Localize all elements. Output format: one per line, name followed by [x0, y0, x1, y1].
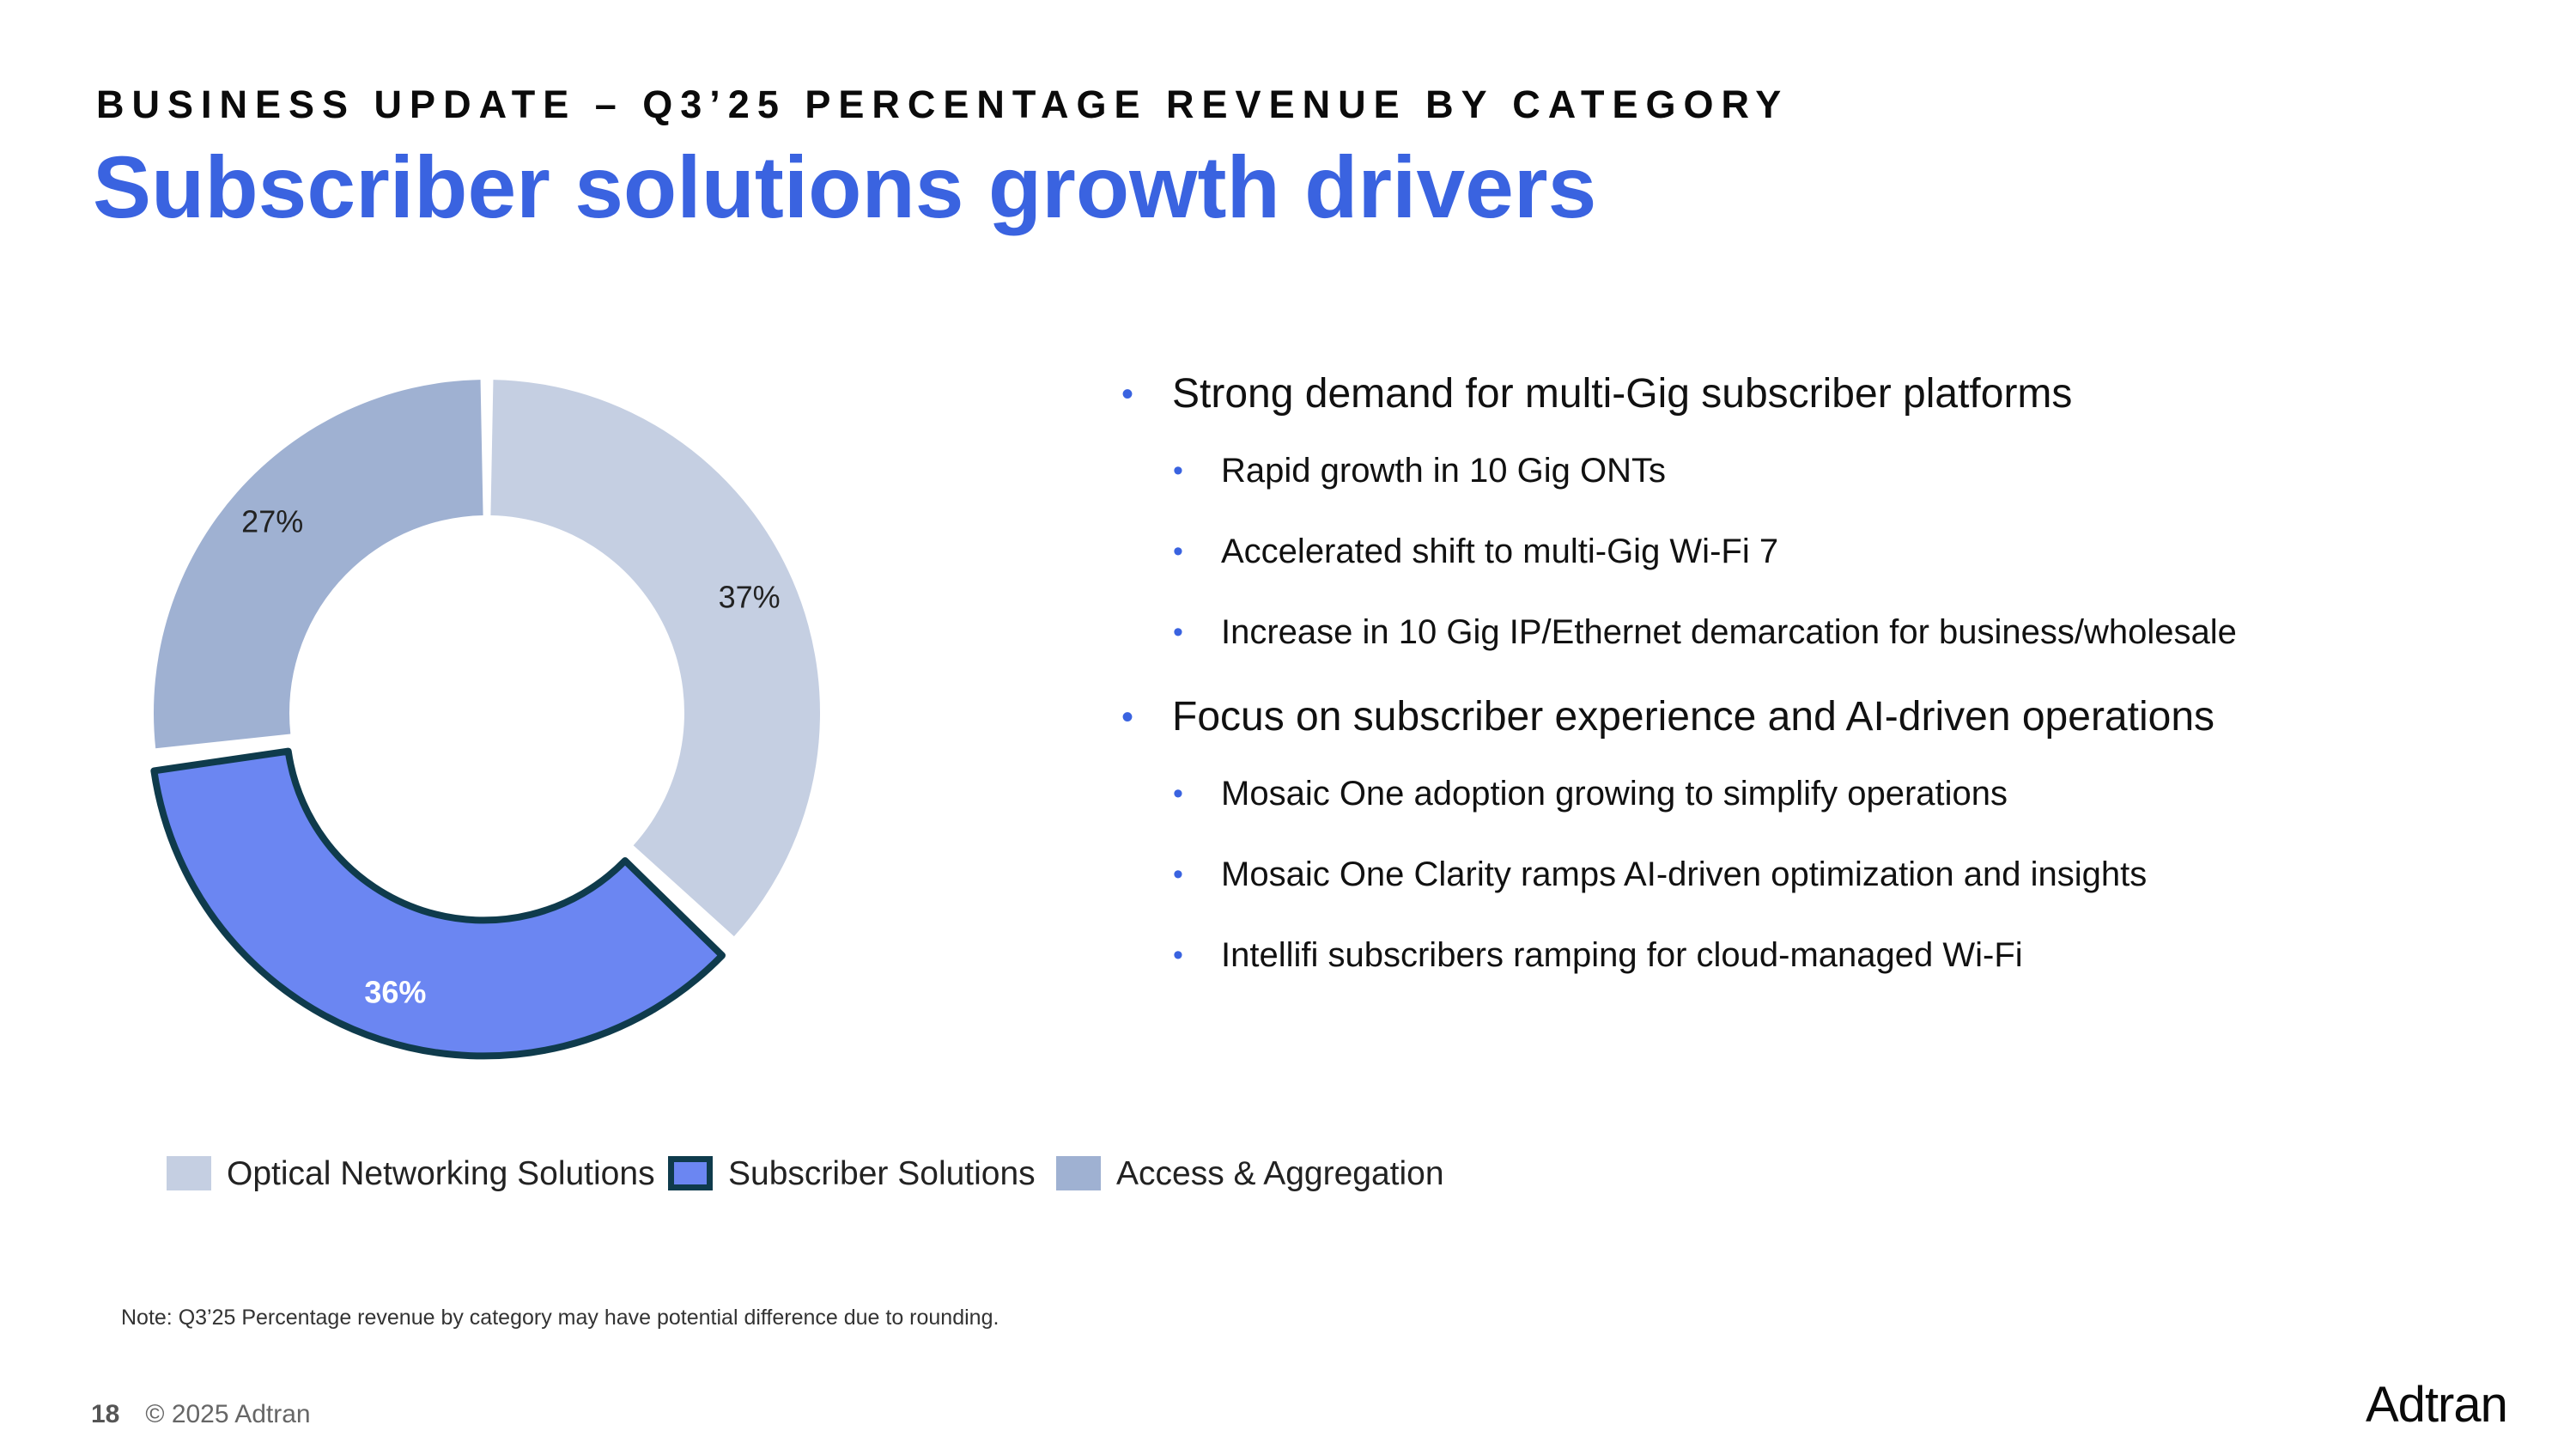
- slice-value-label: 37%: [719, 579, 781, 614]
- legend-swatch-subscriber: [668, 1156, 713, 1190]
- legend-label-access: Access & Aggregation: [1116, 1155, 1444, 1192]
- sub-bullet-2-1: • Mosaic One adoption growing to simplif…: [1116, 773, 2533, 814]
- bullet-dot-icon: •: [1121, 375, 1134, 413]
- slide-footer: 18 © 2025 Adtran: [91, 1400, 311, 1429]
- page-number: 18: [91, 1400, 120, 1428]
- bullet-1: • Strong demand for multi-Gig subscriber…: [1116, 369, 2533, 419]
- sub-bullet-2-2: • Mosaic One Clarity ramps AI-driven opt…: [1116, 854, 2533, 895]
- slice-value-label: 36%: [364, 975, 426, 1010]
- sub-bullet-text: Mosaic One Clarity ramps AI-driven optim…: [1221, 855, 2148, 893]
- sub-bullet-text: Rapid growth in 10 Gig ONTs: [1221, 452, 1667, 490]
- sub-bullet-text: Intellifi subscribers ramping for cloud-…: [1221, 936, 2023, 974]
- bullet-dot-icon: •: [1173, 454, 1183, 487]
- bullet-dot-icon: •: [1173, 777, 1183, 810]
- bullet-dot-icon: •: [1173, 939, 1183, 971]
- bullet-dot-icon: •: [1173, 858, 1183, 891]
- bullet-2-text: Focus on subscriber experience and AI-dr…: [1172, 694, 2215, 740]
- sub-bullet-1-3: • Increase in 10 Gig IP/Ethernet demarca…: [1116, 612, 2533, 653]
- slide-eyebrow: BUSINESS UPDATE – Q3’25 PERCENTAGE REVEN…: [96, 82, 1789, 126]
- legend-label-subscriber: Subscriber Solutions: [728, 1155, 1036, 1192]
- bullet-dot-icon: •: [1121, 698, 1134, 736]
- copyright: © 2025 Adtran: [145, 1400, 311, 1428]
- sub-bullet-text: Accelerated shift to multi-Gig Wi-Fi 7: [1221, 533, 1779, 570]
- donut-slice-access-aggregation: [154, 380, 483, 749]
- bullet-list: • Strong demand for multi-Gig subscriber…: [1116, 369, 2533, 1015]
- donut-slice-optical-networking-solutions: [490, 380, 820, 937]
- legend-label-optical: Optical Networking Solutions: [227, 1155, 655, 1192]
- adtran-logo: Adtran: [2366, 1377, 2508, 1433]
- revenue-donut-chart: 37% 36% 27%: [150, 380, 820, 1060]
- sub-bullet-1-1: • Rapid growth in 10 Gig ONTs: [1116, 450, 2533, 491]
- bullet-dot-icon: •: [1173, 616, 1183, 648]
- footnote: Note: Q3’25 Percentage revenue by catego…: [121, 1306, 999, 1330]
- bullet-1-text: Strong demand for multi-Gig subscriber p…: [1172, 371, 2073, 417]
- slide-title: Subscriber solutions growth drivers: [93, 138, 1597, 236]
- sub-bullet-1-2: • Accelerated shift to multi-Gig Wi-Fi 7: [1116, 531, 2533, 572]
- legend-swatch-access: [1056, 1156, 1101, 1190]
- bullet-dot-icon: •: [1173, 535, 1183, 568]
- legend-swatch-optical: [167, 1156, 211, 1190]
- sub-bullet-text: Mosaic One adoption growing to simplify …: [1221, 775, 2008, 813]
- slice-value-label: 27%: [241, 503, 303, 539]
- sub-bullet-text: Increase in 10 Gig IP/Ethernet demarcati…: [1221, 613, 2237, 651]
- sub-bullet-2-3: • Intellifi subscribers ramping for clou…: [1116, 935, 2533, 976]
- bullet-2: • Focus on subscriber experience and AI-…: [1116, 692, 2533, 742]
- donut-slice-subscriber-solutions: [150, 747, 726, 1060]
